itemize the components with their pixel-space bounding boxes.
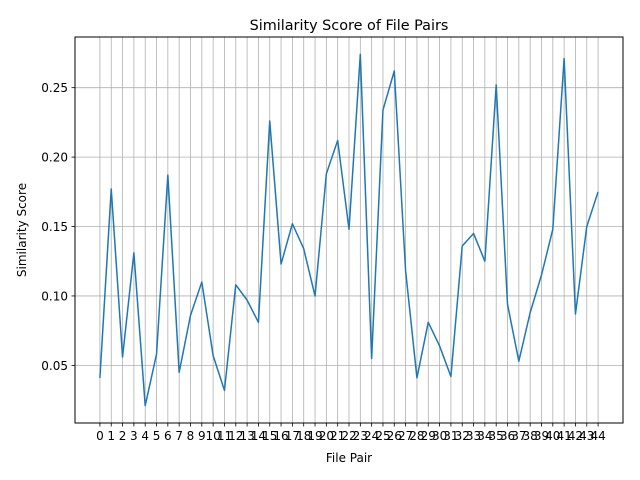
x-tick-label: 7	[175, 429, 183, 443]
x-tick-label: 31	[443, 429, 458, 443]
y-tick-label: 0.20	[41, 151, 68, 165]
x-tick-label: 18	[296, 429, 311, 443]
x-tick-label: 6	[164, 429, 172, 443]
x-tick-label: 5	[153, 429, 161, 443]
x-tick-label: 25	[375, 429, 390, 443]
x-tick-label: 32	[455, 429, 470, 443]
x-tick-label: 11	[217, 429, 232, 443]
x-tick-label: 10	[205, 429, 220, 443]
chart-title: Similarity Score of File Pairs	[250, 18, 449, 34]
x-tick-label: 3	[130, 429, 138, 443]
x-tick-label: 44	[590, 429, 605, 443]
y-tick-label: 0.15	[41, 220, 68, 234]
x-tick-label: 41	[556, 429, 571, 443]
series-line	[99, 53, 599, 407]
x-tick-label: 28	[409, 429, 424, 443]
x-tick-label: 8	[187, 429, 195, 443]
x-tick-label: 42	[568, 429, 583, 443]
x-tick-label: 12	[228, 429, 243, 443]
x-tick-label: 9	[198, 429, 206, 443]
x-tick-label: 4	[141, 429, 149, 443]
x-tick-label: 2	[119, 429, 127, 443]
y-tick-label: 0.05	[41, 359, 68, 373]
x-tick-label: 38	[523, 429, 538, 443]
x-tick-label: 36	[500, 429, 515, 443]
x-tick-label: 35	[489, 429, 504, 443]
x-tick-label: 14	[251, 429, 266, 443]
x-tick-label: 15	[262, 429, 277, 443]
x-tick-label: 19	[307, 429, 322, 443]
y-axis-ticks: 0.05 0.10 0.15 0.20 0.25	[41, 81, 75, 373]
y-tick-label: 0.25	[41, 81, 68, 95]
x-tick-label: 26	[387, 429, 402, 443]
x-tick-label: 16	[273, 429, 288, 443]
x-tick-label: 0	[96, 429, 104, 443]
x-tick-label: 39	[534, 429, 549, 443]
series-layer	[99, 53, 599, 407]
x-axis-ticks: 0 1 2 3 4 5 6 7 8 9 101112131415161718192021222324…	[96, 423, 606, 443]
x-tick-label: 21	[330, 429, 345, 443]
x-tick-label: 1	[107, 429, 115, 443]
x-tick-label: 37	[511, 429, 526, 443]
x-tick-label: 30	[432, 429, 447, 443]
x-tick-label: 17	[285, 429, 300, 443]
x-tick-label: 13	[239, 429, 254, 443]
y-axis-label: Similarity Score	[15, 183, 29, 277]
x-tick-label: 34	[477, 429, 492, 443]
x-tick-label: 33	[466, 429, 481, 443]
x-tick-label: 40	[545, 429, 560, 443]
x-axis-label: File Pair	[326, 451, 372, 465]
x-tick-label: 43	[579, 429, 594, 443]
x-tick-label: 29	[421, 429, 436, 443]
x-tick-label: 22	[341, 429, 356, 443]
x-tick-label: 20	[319, 429, 334, 443]
x-tick-label: 23	[353, 429, 368, 443]
y-tick-label: 0.10	[41, 289, 68, 303]
x-tick-label: 24	[364, 429, 379, 443]
x-tick-label: 27	[398, 429, 413, 443]
